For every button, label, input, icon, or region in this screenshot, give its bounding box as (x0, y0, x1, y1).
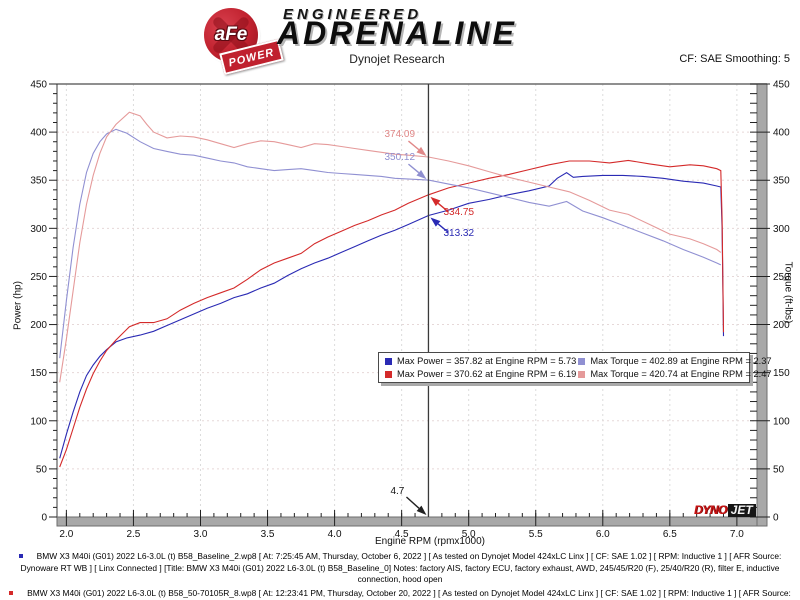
legend-box: Max Power = 357.82 at Engine RPM = 5.73 M… (378, 352, 772, 383)
cursor-rpm-label: 4.7 (390, 486, 405, 497)
x-tick-label: 4.0 (328, 529, 342, 540)
cursor-value-label: 350.12 (384, 152, 416, 164)
brand-engineered-text: ENGINEERED (283, 6, 423, 23)
y-left-tick-label: 400 (30, 128, 47, 139)
y-right-tick-label: 50 (773, 464, 785, 475)
y-left-tick-label: 450 (30, 80, 47, 91)
x-tick-label: 2.0 (59, 529, 73, 540)
x-tick-label: 6.0 (596, 529, 610, 540)
curve-baseline-torque-ftlbs (59, 128, 722, 359)
x-tick-label: 5.5 (529, 529, 543, 540)
y-right-tick-label: 400 (773, 128, 790, 139)
x-tick-label: 3.5 (261, 529, 275, 540)
run-bullet-blue (18, 554, 23, 559)
correction-factor-text: CF: SAE Smoothing: 5 (679, 53, 790, 65)
cursor-value-label: 374.09 (384, 129, 416, 141)
legend-swatch (385, 357, 392, 365)
legend-item: Max Torque = 402.89 at Engine RPM = 2.37 (576, 355, 772, 367)
y-left-tick-label: 100 (30, 416, 47, 427)
legend-label: Max Power = 357.82 at Engine RPM = 5.73 (397, 356, 577, 366)
x-tick-label: 7.0 (730, 529, 744, 540)
dynojet-logo-jet: JET (727, 504, 756, 517)
y-left-tick-label: 0 (41, 513, 47, 524)
curve-afe-power-hp (59, 159, 725, 468)
run-info-text-2: BMW X3 M40i (G01) 2022 L6-3.0L (t) B58_5… (9, 587, 792, 600)
legend-swatch (578, 357, 586, 365)
y-right-tick-label: 450 (773, 80, 790, 91)
legend-swatch (578, 370, 586, 378)
y-left-tick-label: 200 (30, 320, 47, 331)
curve-afe-torque-ftlbs (59, 111, 722, 383)
cursor-value-label: 334.75 (443, 206, 475, 218)
y-right-tick-label: 0 (773, 513, 779, 524)
dynojet-logo-dyno: DYNO (694, 503, 727, 517)
chart-title: Dynojet Research (349, 52, 445, 66)
y-right-tick-label: 150 (773, 368, 790, 379)
dynojet-logo: DYNO JET (694, 504, 756, 517)
x-tick-label: 2.5 (126, 529, 140, 540)
y-axis-title-right: Torque (ft-lbs) (782, 261, 794, 324)
x-tick-label: 4.5 (395, 529, 409, 540)
legend-item: Max Power = 370.62 at Engine RPM = 6.19 (383, 368, 576, 380)
cursor-value-label: 313.32 (443, 227, 475, 239)
x-tick-label: 5.0 (462, 529, 476, 540)
x-axis-title: Engine RPM (rpmx1000) (374, 536, 486, 547)
x-tick-label: 3.0 (194, 529, 208, 540)
y-left-tick-label: 250 (30, 272, 47, 283)
legend-label: Max Torque = 420.74 at Engine RPM = 2.47 (590, 369, 772, 379)
run-bullet-red (9, 590, 14, 595)
legend-label: Max Torque = 402.89 at Engine RPM = 2.37 (590, 356, 772, 366)
y-right-tick-label: 100 (773, 416, 790, 427)
y-left-tick-label: 350 (30, 176, 47, 187)
y-left-tick-label: 300 (30, 224, 47, 235)
run-info-line-2: BMW X3 M40i (G01) 2022 L6-3.0L (t) B58_5… (8, 588, 792, 600)
y-right-tick-label: 200 (773, 320, 790, 331)
legend-label: Max Power = 370.62 at Engine RPM = 6.19 (397, 369, 577, 379)
curve-baseline-power-hp (59, 172, 725, 459)
y-axis-title-left: Power (hp) (12, 281, 24, 330)
y-left-tick-label: 150 (30, 368, 47, 379)
y-right-tick-label: 300 (773, 224, 790, 235)
y-right-tick-label: 350 (773, 176, 790, 187)
legend-item: Max Torque = 420.74 at Engine RPM = 2.47 (576, 368, 772, 380)
y-right-tick-label: 250 (773, 272, 790, 283)
legend-item: Max Power = 357.82 at Engine RPM = 5.73 (383, 355, 576, 367)
run-info-footer: BMW X3 M40i (G01) 2022 L6-3.0L (t) B58_B… (8, 551, 792, 600)
y-left-tick-label: 50 (36, 464, 48, 475)
run-info-text-1: BMW X3 M40i (G01) 2022 L6-3.0L (t) B58_B… (20, 551, 782, 584)
run-info-line-1: BMW X3 M40i (G01) 2022 L6-3.0L (t) B58_B… (8, 551, 792, 586)
brand-adrenaline-text: ADRENALINE (277, 15, 517, 51)
afe-logo-text: aFe (214, 24, 248, 45)
x-tick-label: 6.5 (663, 529, 677, 540)
legend-swatch (385, 370, 392, 378)
